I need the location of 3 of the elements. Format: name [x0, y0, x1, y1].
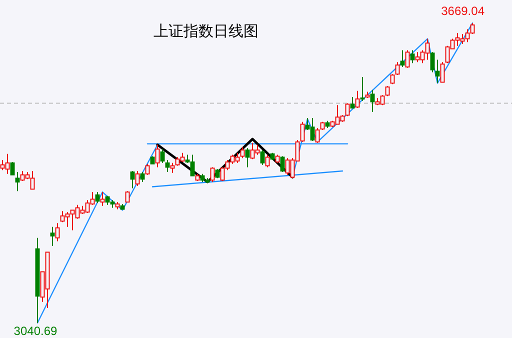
title: 上证指数日线图 [154, 23, 258, 40]
annotation: 3040.69 [14, 324, 58, 338]
annotation: 3669.04 [441, 4, 484, 18]
